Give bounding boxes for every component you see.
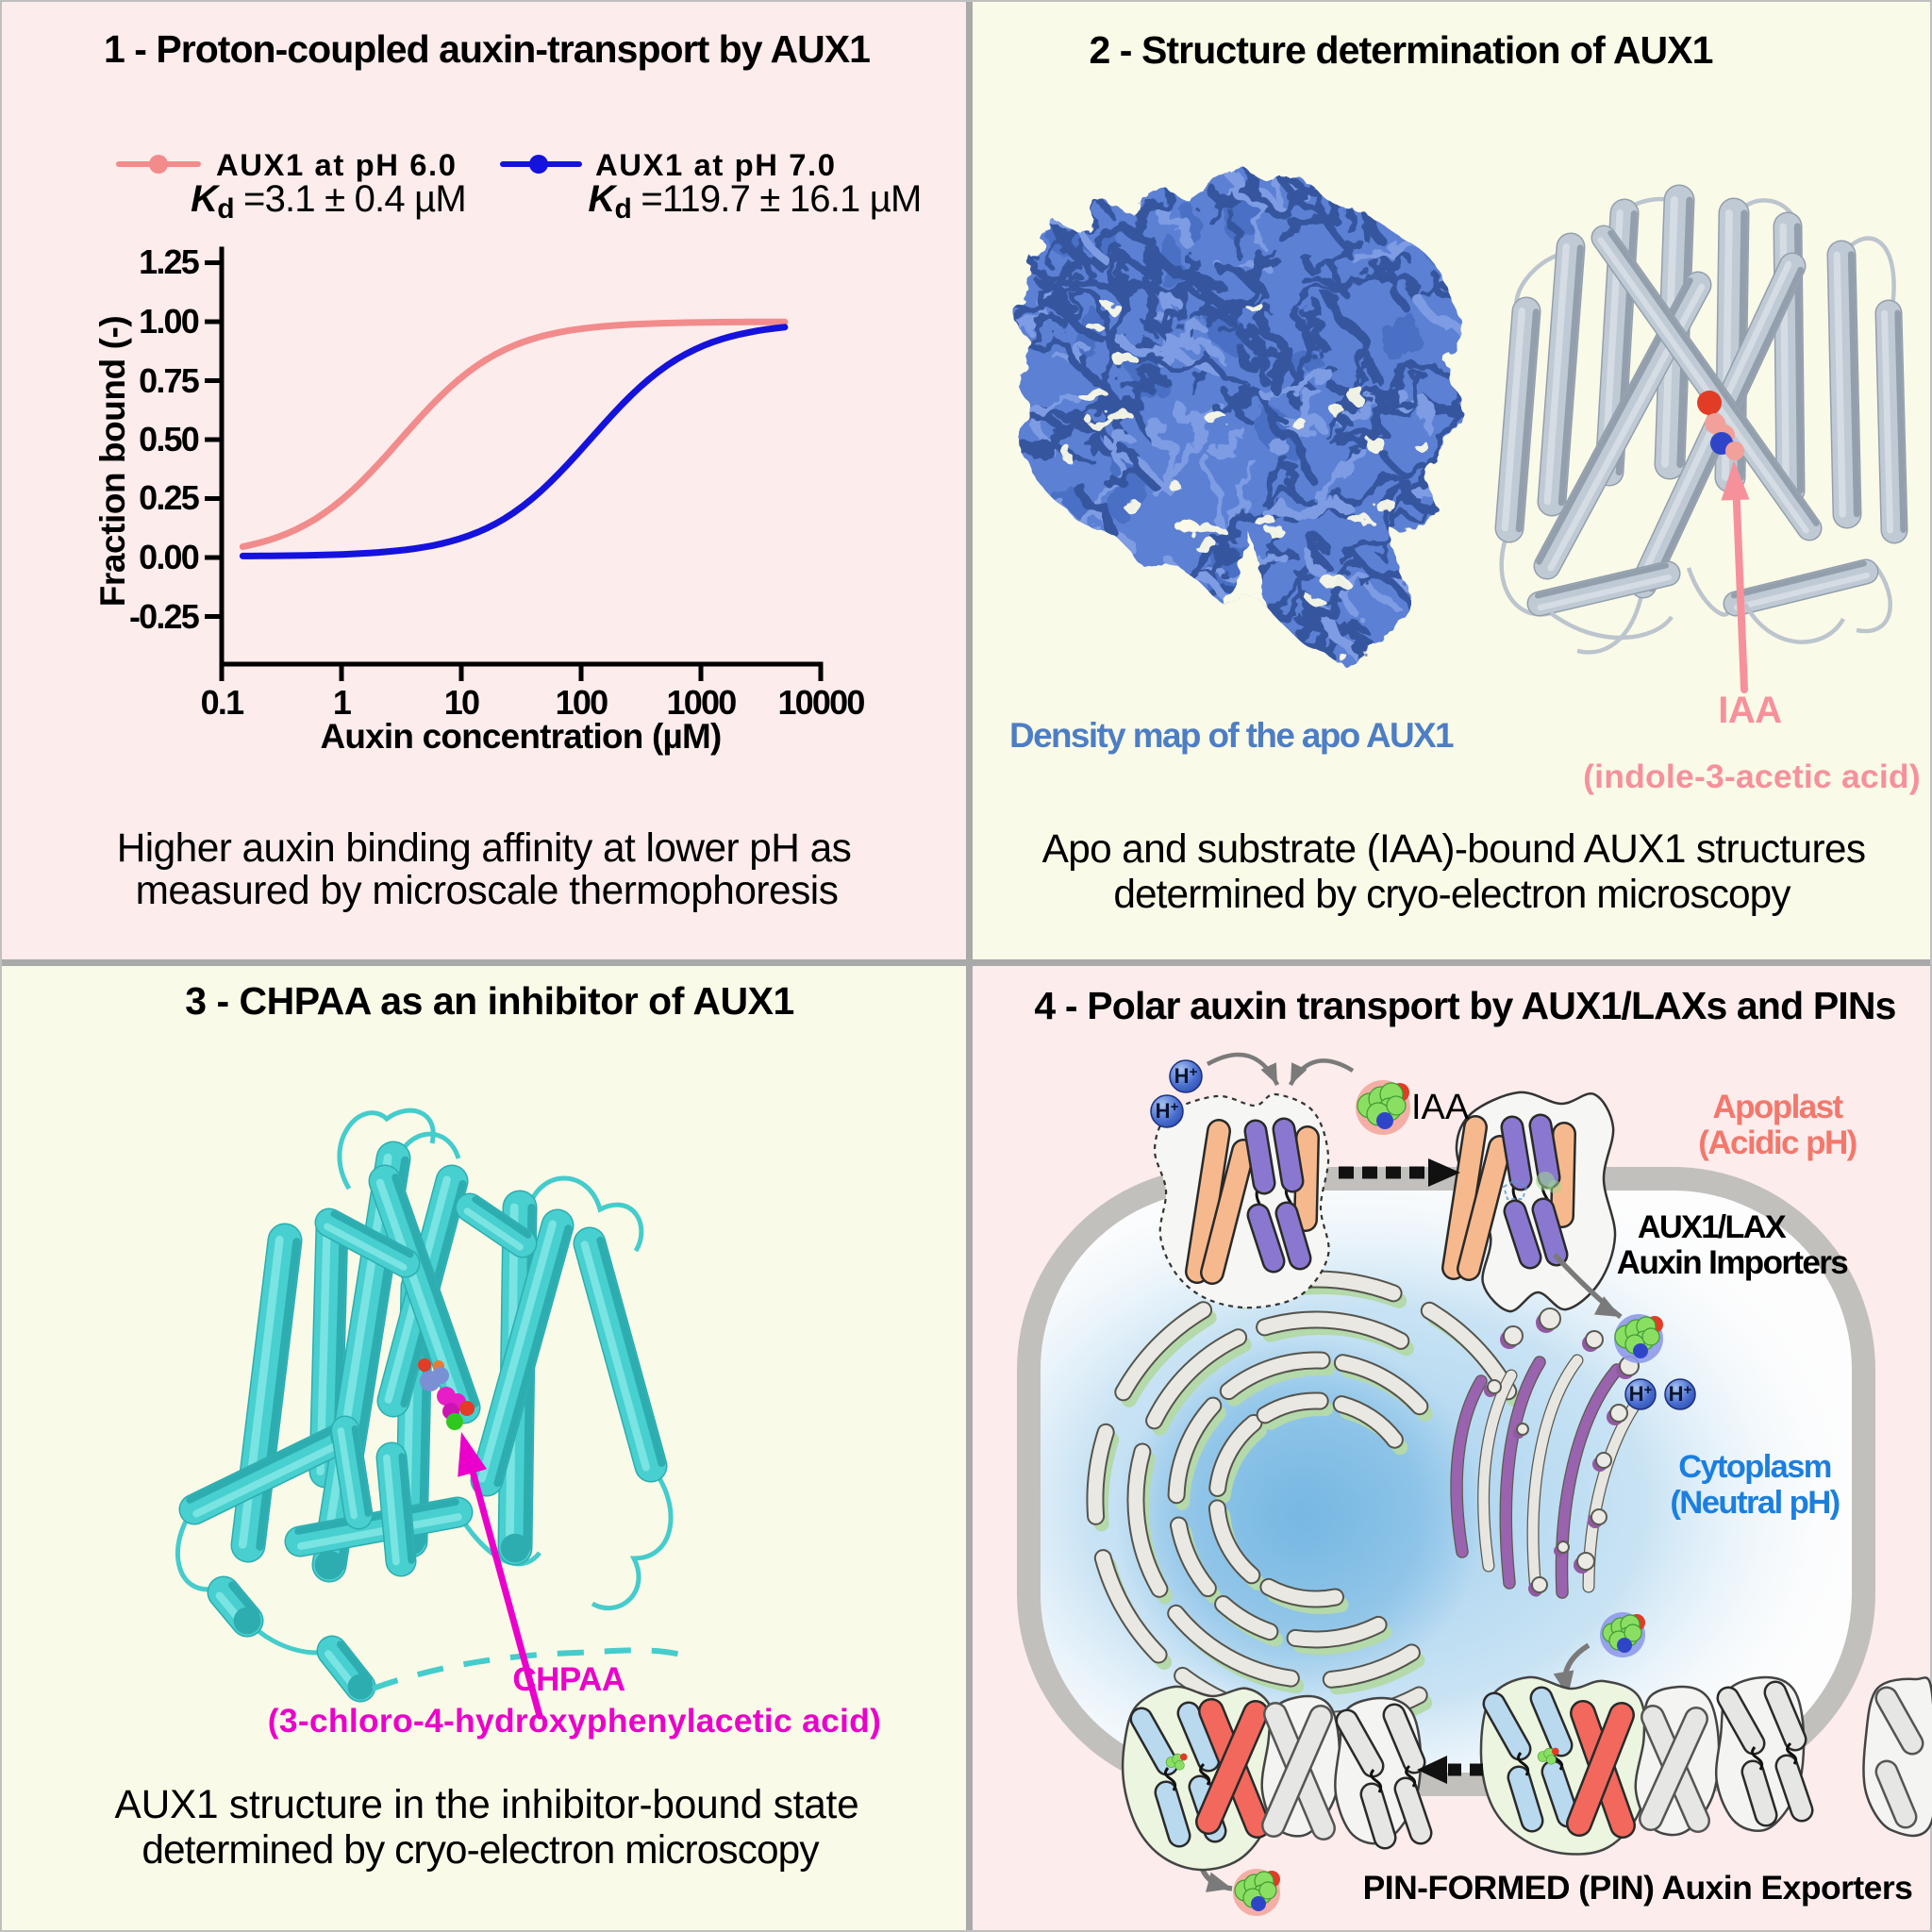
svg-text:10000: 10000 (777, 683, 864, 722)
svg-text:PIN-FORMED (PIN) Auxin Exporte: PIN-FORMED (PIN) Auxin Exporters (1363, 1869, 1913, 1907)
svg-text:1 - Proton-coupled auxin-trans: 1 - Proton-coupled auxin-transport by AU… (104, 27, 870, 71)
svg-text:100: 100 (556, 683, 608, 722)
svg-text:(Acidic pH): (Acidic pH) (1698, 1124, 1857, 1161)
svg-text:0.25: 0.25 (139, 478, 200, 517)
svg-text:AUX1 at pH 7.0: AUX1 at pH 7.0 (595, 147, 837, 182)
svg-text:1.00: 1.00 (139, 302, 199, 341)
svg-text:Apo and substrate (IAA)-bound: Apo and substrate (IAA)-bound AUX1 struc… (1042, 826, 1866, 871)
svg-text:determined by cryo-electron mi: determined by cryo-electron microscopy (1113, 872, 1791, 916)
svg-text:4 - Polar auxin transport by A: 4 - Polar auxin transport by AUX1/LAXs a… (1034, 984, 1895, 1027)
svg-text:Density map of the apo AUX1: Density map of the apo AUX1 (1009, 716, 1454, 755)
svg-text:Cytoplasm: Cytoplasm (1678, 1449, 1830, 1485)
svg-text:measured by microscale thermop: measured by microscale thermophoresis (136, 868, 839, 912)
svg-text:IAA: IAA (1718, 690, 1781, 731)
svg-text:1000: 1000 (667, 683, 737, 722)
svg-text:Apoplast: Apoplast (1712, 1089, 1843, 1125)
svg-text:AUX1/LAX: AUX1/LAX (1638, 1209, 1787, 1245)
svg-text:0.00: 0.00 (139, 538, 199, 576)
svg-text:IAA: IAA (1411, 1088, 1470, 1127)
svg-text:(Neutral pH): (Neutral pH) (1670, 1485, 1839, 1521)
svg-text:1.25: 1.25 (139, 242, 200, 281)
svg-text:Higher auxin binding affinity: Higher auxin binding affinity at lower p… (117, 825, 852, 870)
svg-text:1: 1 (333, 683, 352, 722)
svg-text:AUX1 at pH 6.0: AUX1 at pH 6.0 (216, 147, 458, 182)
svg-text:-0.25: -0.25 (129, 597, 200, 636)
svg-text:Kd =119.7 ± 16.1 µM: Kd =119.7 ± 16.1 µM (588, 178, 921, 225)
svg-text:0.1: 0.1 (201, 683, 244, 722)
svg-text:determined by cryo-electron mi: determined by cryo-electron microscopy (142, 1827, 820, 1872)
svg-text:(indole-3-acetic acid): (indole-3-acetic acid) (1583, 758, 1921, 795)
svg-text:0.75: 0.75 (139, 361, 200, 400)
svg-text:3 - CHPAA as an inhibitor of A: 3 - CHPAA as an inhibitor of AUX1 (185, 979, 794, 1023)
svg-text:2 - Structure determination of: 2 - Structure determination of AUX1 (1089, 28, 1712, 72)
svg-text:AUX1 structure in the inhibito: AUX1 structure in the inhibitor-bound st… (115, 1782, 859, 1826)
svg-text:CHPAA: CHPAA (512, 1661, 625, 1698)
svg-text:(3-chloro-4-hydroxyphenylaceti: (3-chloro-4-hydroxyphenylacetic acid) (268, 1702, 881, 1740)
svg-text:Auxin concentration (µM): Auxin concentration (µM) (321, 717, 722, 756)
svg-text:Fraction bound (-): Fraction bound (-) (93, 316, 132, 608)
svg-text:Auxin Importers: Auxin Importers (1617, 1244, 1849, 1281)
svg-text:0.50: 0.50 (139, 420, 199, 458)
svg-text:10: 10 (444, 683, 479, 722)
svg-text:Kd =3.1 ± 0.4 µM: Kd =3.1 ± 0.4 µM (191, 178, 466, 225)
